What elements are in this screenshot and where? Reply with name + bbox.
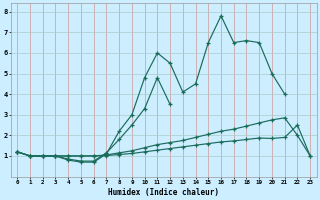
X-axis label: Humidex (Indice chaleur): Humidex (Indice chaleur) [108,188,219,197]
